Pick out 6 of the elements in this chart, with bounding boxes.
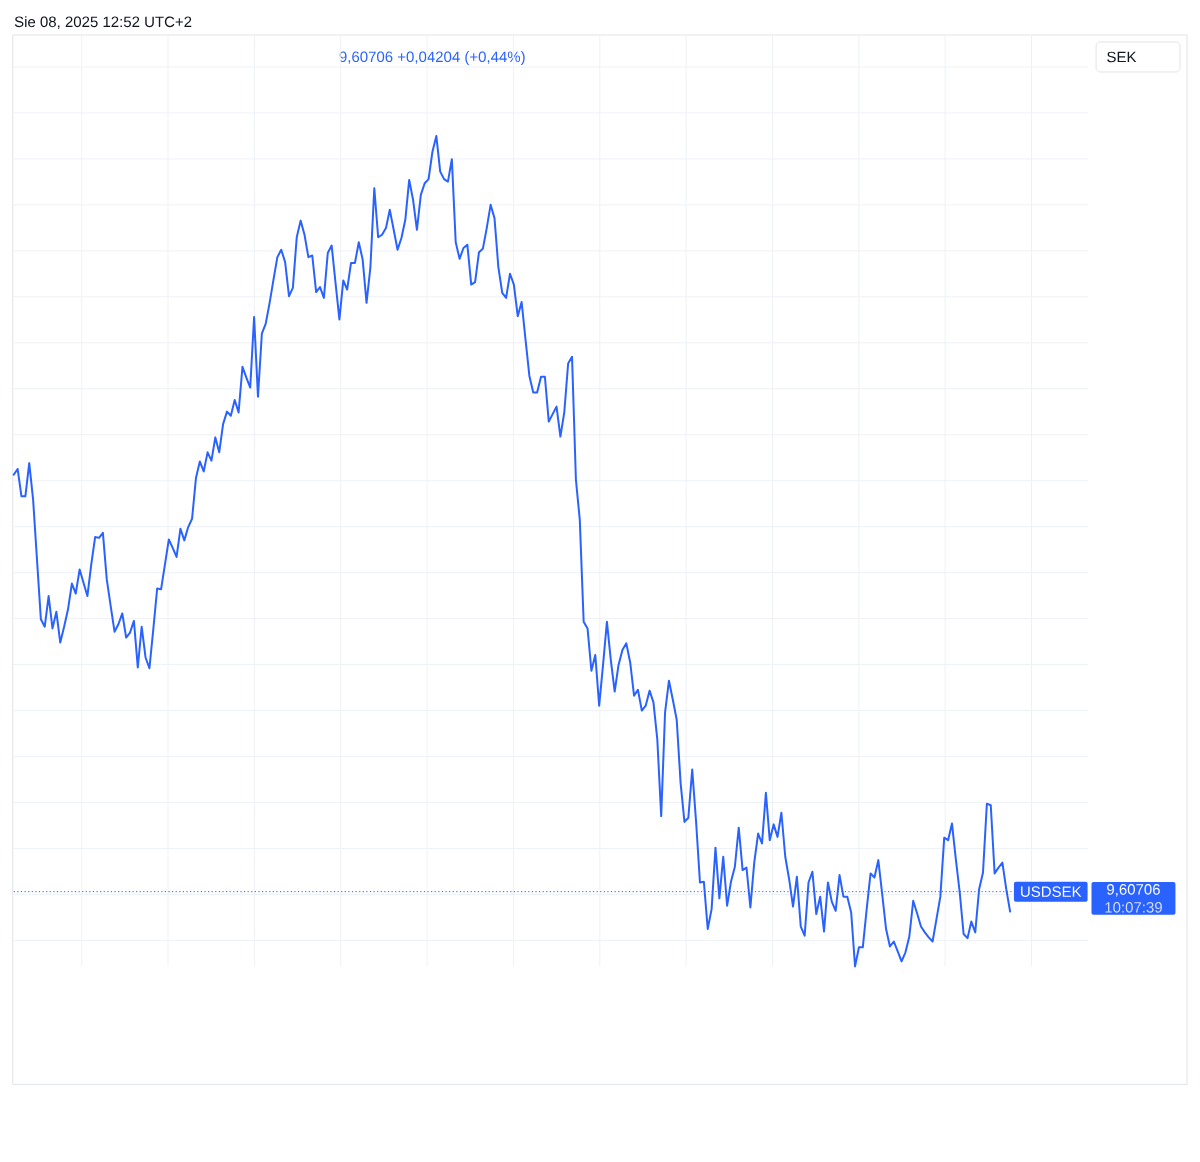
chart-subtitle: 9,60706 +0,04204 (+0,44%) bbox=[339, 50, 525, 65]
text: SEK bbox=[1107, 51, 1137, 63]
text: 10:07:39 bbox=[1105, 901, 1162, 913]
text: 9,60706 bbox=[1107, 883, 1160, 897]
chart-title: Sie 08, 2025 12:52 UTC+2 bbox=[14, 15, 192, 29]
ref-line-label: USDSEK bbox=[1021, 886, 1082, 897]
